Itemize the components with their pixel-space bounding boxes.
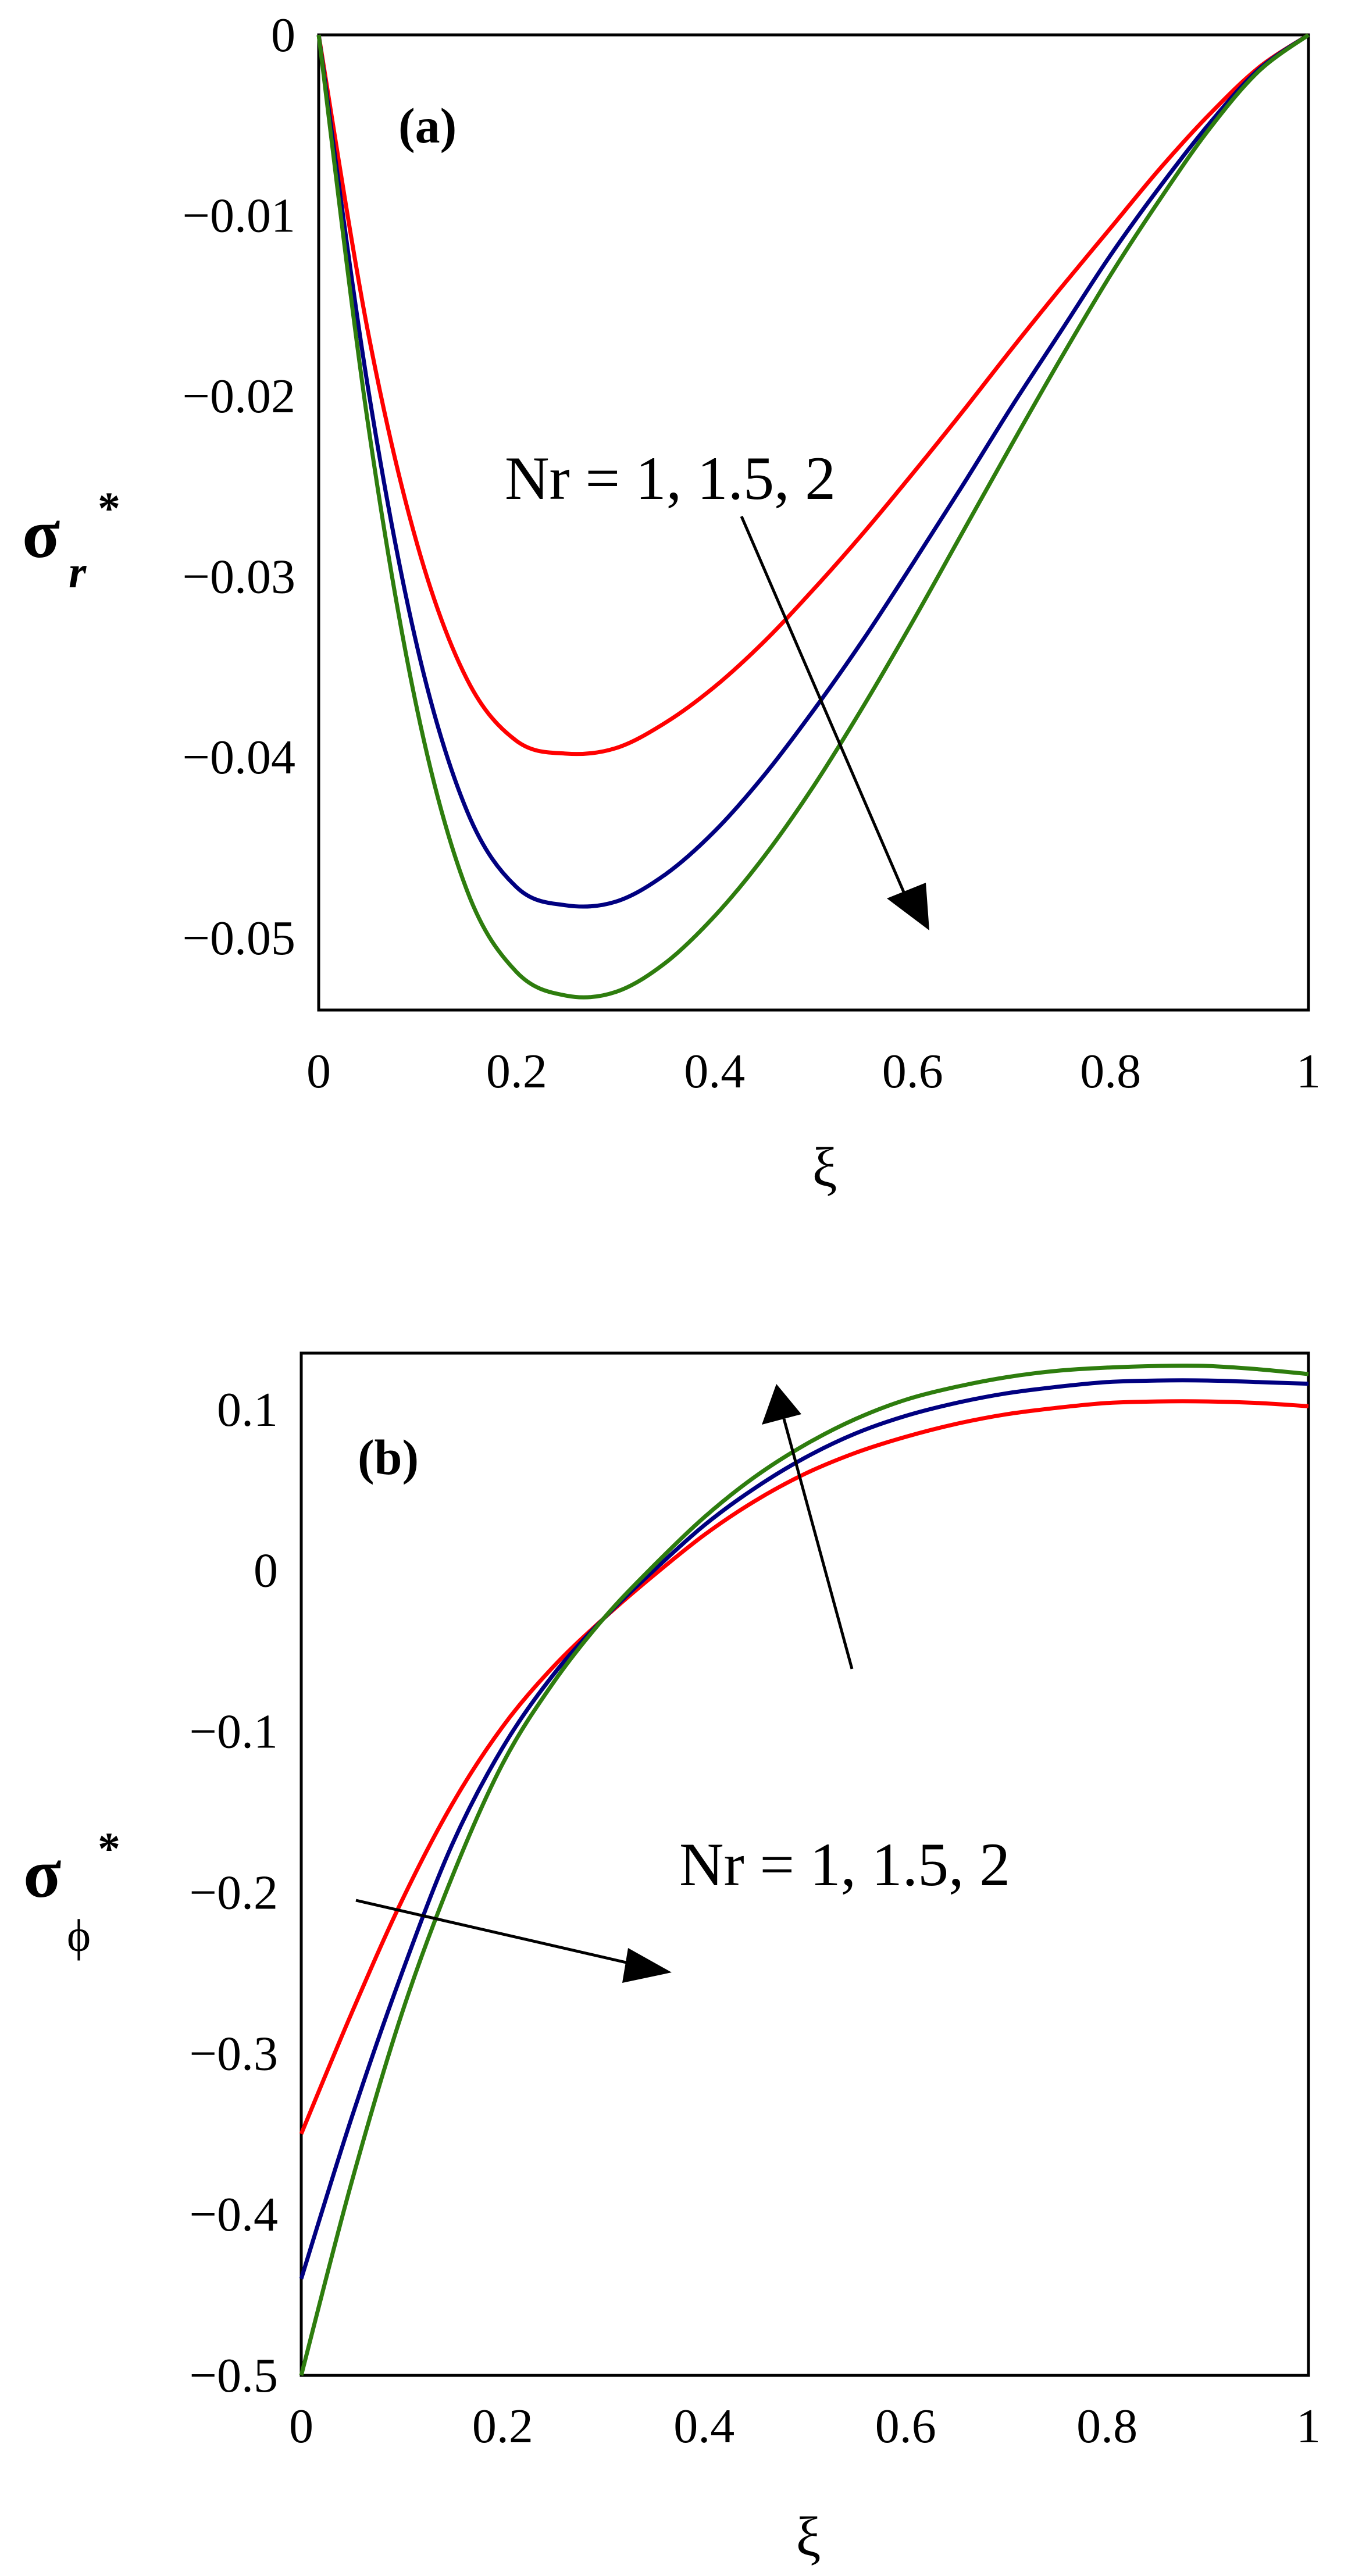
panel-a-y-tick-label: −0.05 <box>183 911 295 965</box>
panel-a-arrowhead <box>887 883 929 930</box>
panel-b-x-tick-label: 0.8 <box>1076 2399 1138 2453</box>
panel-b-arrowhead-right <box>622 1948 672 1983</box>
panel-b-x-tick-label: 1 <box>1296 2399 1321 2453</box>
panel-a-x-tick-label: 0.8 <box>1080 1044 1141 1098</box>
panel-a-series-line-3 <box>316 33 1310 1000</box>
panel-a-y-label-superscript: * <box>98 483 120 533</box>
panel-b-y-tick-label: −0.2 <box>190 1865 278 1919</box>
panel-a-arrow-shaft <box>740 516 909 901</box>
panel-a-plot-frame <box>317 33 1310 1012</box>
panel-b-label: (b) <box>358 1429 419 1485</box>
panel-a-x-tick-label: 1 <box>1296 1044 1321 1098</box>
panel-b-annotation: Nr = 1, 1.5, 2 <box>679 1831 1010 1899</box>
panel-a-plot-border <box>317 33 1310 1012</box>
panel-b-x-tick-label: 0 <box>289 2399 313 2453</box>
panel-b-trend-arrow-up <box>762 1384 854 1669</box>
panel-a-y-label-subscript: r <box>69 547 87 597</box>
panel-b-arrow-up-shaft <box>782 1418 854 1669</box>
panel-a-y-tick-label: −0.03 <box>183 550 295 604</box>
panel-a-y-label-sigma: σ <box>22 495 60 572</box>
panel-b-x-axis-label: ξ <box>796 2506 821 2568</box>
panel-b-arrowhead-up <box>762 1384 801 1425</box>
panel-a-label: (a) <box>398 98 457 154</box>
panel-a-annotation: Nr = 1, 1.5, 2 <box>505 444 836 512</box>
panel-b-series-line-1 <box>299 1399 1309 2135</box>
panel-a-y-tick-label: −0.04 <box>183 730 295 784</box>
panel-a-series-line-1 <box>316 33 1310 757</box>
panel-b-y-axis-label: σ ϕ * <box>23 1823 120 1961</box>
panel-b-arrow-right-shaft <box>355 1899 634 1966</box>
panel-b-trend-arrow-right <box>355 1899 672 1983</box>
panel-a-x-tick-label: 0.2 <box>486 1044 547 1098</box>
panel-a-y-tick-label: −0.01 <box>183 189 295 243</box>
panel-b-y-label-sigma: σ <box>23 1835 61 1912</box>
panel-b-y-tick-label: −0.4 <box>190 2188 278 2242</box>
panel-b-plot-frame <box>299 1351 1310 2377</box>
panel-a-x-axis-label: ξ <box>812 1136 837 1198</box>
panel-b-y-label-superscript: * <box>98 1823 120 1874</box>
panel-b-y-tick-label: 0.1 <box>217 1383 278 1437</box>
panel-b-series-line-3 <box>299 1364 1309 2376</box>
panel-b-y-tick-label: −0.3 <box>190 2026 278 2081</box>
panel-a-ticks: 0 0.2 0.4 0.6 0.8 1 0 −0.01 −0.02 −0.03 −0.04 −0.05 <box>183 8 1321 1098</box>
panel-b-y-tick-label: 0 <box>254 1544 278 1598</box>
panel-a-y-tick-label: −0.02 <box>183 369 295 423</box>
panel-a-trend-arrow <box>740 516 929 930</box>
panel-a-x-tick-label: 0.6 <box>882 1044 943 1098</box>
panel-a-y-tick-label: 0 <box>271 8 295 62</box>
panel-b-x-tick-label: 0.4 <box>673 2399 734 2453</box>
panel-b-y-tick-label: −0.5 <box>190 2349 278 2403</box>
panel-a-x-tick-label: 0 <box>306 1044 331 1098</box>
panel-b-x-tick-label: 0.6 <box>875 2399 936 2453</box>
panel-a-series-line-2 <box>316 33 1310 909</box>
panel-b-ticks: 0 0.2 0.4 0.6 0.8 1 0.1 0 −0.1 −0.2 −0.3 −0.4 −0.5 <box>190 1383 1321 2453</box>
panel-b-plot-border <box>299 1351 1310 2377</box>
panel-b-y-label-subscript: ϕ <box>67 1910 91 1961</box>
panel-a-y-axis-label: σ r * <box>22 483 120 597</box>
panel-a-x-tick-label: 0.4 <box>684 1044 745 1098</box>
panel-b-series-line-2 <box>299 1378 1309 2279</box>
panel-b-x-tick-label: 0.2 <box>472 2399 533 2453</box>
panel-b-y-tick-label: −0.1 <box>190 1705 278 1759</box>
panel-b-series <box>299 1364 1309 2376</box>
panel-b-chart: 0 0.2 0.4 0.6 0.8 1 0.1 0 −0.1 −0.2 −0.3 −0.4 −0.5 (… <box>23 1351 1321 2568</box>
panel-a-series <box>316 33 1310 1000</box>
